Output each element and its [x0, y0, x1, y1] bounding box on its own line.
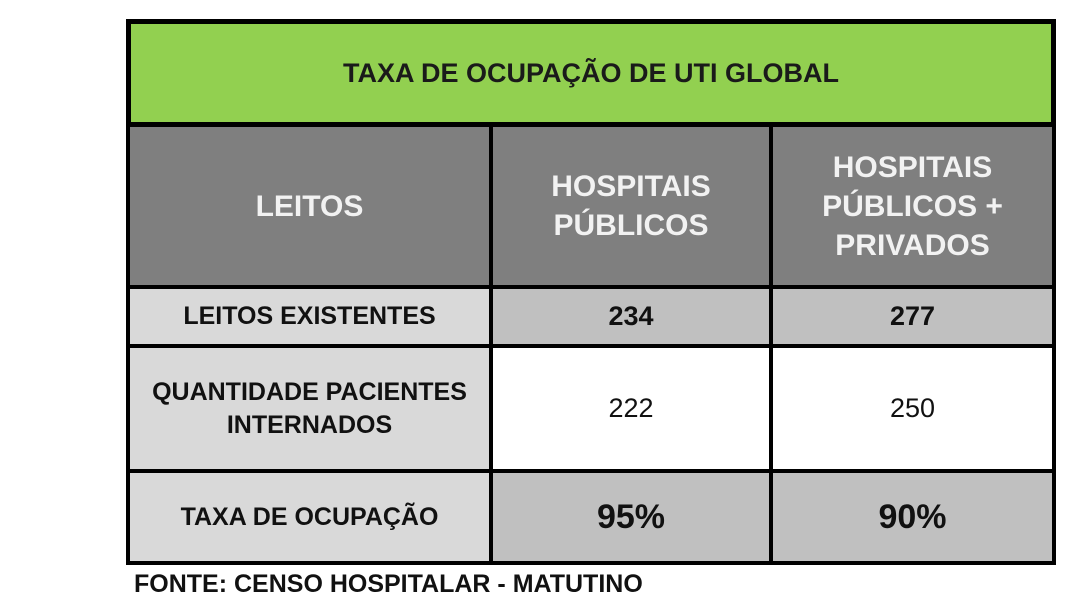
header-hospitais-publicos-privados: HOSPITAIS PÚBLICOS + PRIVADOS [773, 127, 1056, 289]
header-hospitais-publicos: HOSPITAIS PÚBLICOS [493, 127, 773, 289]
row-label: QUANTIDADE PACIENTES INTERNADOS [126, 348, 493, 473]
header-leitos: LEITOS [126, 127, 493, 289]
value-publicos-privados: 277 [773, 289, 1056, 348]
value-publicos: 95% [493, 473, 773, 565]
source-note: FONTE: CENSO HOSPITALAR - MATUTINO [134, 570, 643, 598]
row-label: LEITOS EXISTENTES [126, 289, 493, 348]
value-publicos: 222 [493, 348, 773, 473]
table-row: QUANTIDADE PACIENTES INTERNADOS 222 250 [126, 348, 1056, 473]
occupancy-table: TAXA DE OCUPAÇÃO DE UTI GLOBAL LEITOS HO… [126, 19, 1056, 565]
table-title: TAXA DE OCUPAÇÃO DE UTI GLOBAL [126, 19, 1056, 127]
table-row: LEITOS EXISTENTES 234 277 [126, 289, 1056, 348]
header-row: LEITOS HOSPITAIS PÚBLICOS HOSPITAIS PÚBL… [126, 127, 1056, 289]
value-publicos-privados: 250 [773, 348, 1056, 473]
table-row: TAXA DE OCUPAÇÃO 95% 90% [126, 473, 1056, 565]
row-label: TAXA DE OCUPAÇÃO [126, 473, 493, 565]
value-publicos: 234 [493, 289, 773, 348]
value-publicos-privados: 90% [773, 473, 1056, 565]
